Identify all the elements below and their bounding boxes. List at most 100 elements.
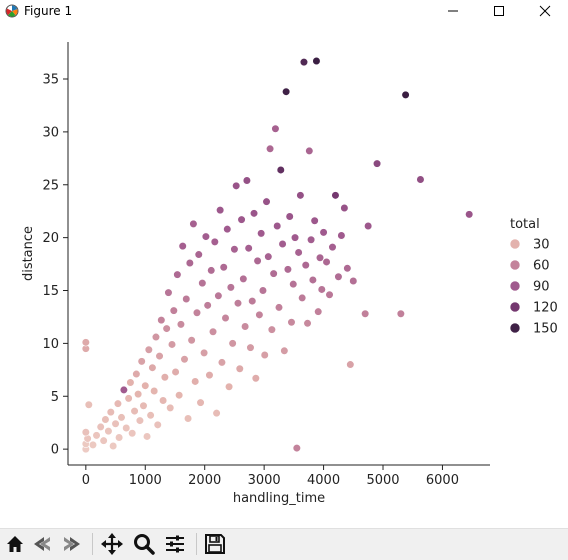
data-point — [166, 403, 175, 412]
data-point — [396, 309, 405, 318]
data-point — [92, 431, 101, 440]
data-point — [171, 367, 180, 377]
legend-label: 60 — [533, 259, 550, 274]
data-point — [122, 423, 131, 433]
data-point — [135, 416, 145, 425]
legend-marker — [509, 280, 521, 292]
data-point — [289, 280, 298, 289]
data-point — [401, 90, 410, 99]
data-point — [260, 350, 269, 360]
data-point — [132, 369, 141, 379]
legend-marker — [509, 301, 521, 313]
data-point — [194, 250, 203, 259]
data-point — [264, 252, 273, 261]
forward-button[interactable] — [59, 532, 83, 556]
data-point — [228, 339, 237, 348]
toolbar-separator — [92, 533, 93, 555]
data-point — [192, 308, 202, 317]
data-point — [308, 275, 317, 285]
data-point — [139, 401, 148, 410]
x-tick-label: 4000 — [307, 473, 340, 488]
data-point — [221, 313, 230, 323]
data-point — [155, 351, 164, 361]
data-point — [189, 219, 198, 228]
back-icon — [34, 537, 50, 551]
save-button[interactable] — [203, 532, 227, 556]
data-point — [176, 320, 186, 329]
data-point — [306, 235, 316, 244]
maximize-button[interactable] — [476, 0, 522, 22]
x-tick-label: 1000 — [129, 473, 162, 488]
data-point — [191, 377, 200, 386]
configure-subplots-button[interactable] — [163, 532, 187, 556]
data-point — [317, 285, 326, 294]
data-point — [298, 293, 307, 303]
data-point — [167, 340, 177, 349]
data-point — [178, 241, 187, 251]
pan-icon — [101, 533, 123, 555]
data-point — [372, 159, 382, 168]
data-point — [328, 243, 337, 252]
y-tick-label: 15 — [42, 284, 59, 299]
data-point — [416, 175, 425, 184]
toolbar-separator — [196, 533, 197, 555]
data-point — [219, 263, 228, 272]
minimize-icon — [448, 10, 458, 12]
data-point — [203, 301, 212, 310]
data-point — [226, 283, 235, 292]
y-tick-label: 20 — [42, 231, 59, 246]
data-point — [185, 258, 194, 268]
home-button[interactable] — [3, 532, 27, 556]
data-point — [292, 443, 301, 453]
data-point — [198, 279, 207, 288]
data-point — [276, 165, 285, 175]
data-point — [99, 436, 108, 445]
y-tick-label: 5 — [51, 390, 59, 405]
pan-button[interactable] — [100, 532, 124, 556]
data-point — [216, 206, 225, 215]
data-point — [230, 245, 239, 254]
legend-label: 30 — [533, 238, 550, 253]
data-point — [200, 348, 209, 358]
data-point — [290, 233, 300, 242]
data-point — [274, 303, 284, 312]
y-tick-label: 30 — [42, 125, 59, 140]
data-point — [106, 408, 115, 417]
y-axis-label: distance — [21, 226, 36, 281]
data-point — [217, 358, 227, 367]
data-point — [299, 57, 309, 67]
back-button[interactable] — [31, 532, 55, 556]
close-icon — [539, 5, 551, 17]
data-point — [232, 181, 241, 190]
x-tick-label: 3000 — [248, 473, 281, 488]
data-point — [305, 146, 314, 156]
data-point — [285, 212, 294, 221]
configure-subplots-icon — [166, 535, 184, 553]
data-point — [210, 237, 219, 246]
data-point — [271, 124, 280, 133]
x-tick-label: 0 — [82, 473, 90, 488]
data-point — [296, 191, 305, 200]
data-point — [253, 256, 262, 266]
data-point — [146, 411, 155, 420]
data-point — [303, 319, 312, 328]
data-point — [144, 345, 153, 354]
legend-marker — [509, 238, 521, 250]
data-point — [312, 56, 321, 66]
minimize-button[interactable] — [430, 0, 476, 22]
data-point — [280, 346, 289, 355]
data-point — [265, 144, 275, 153]
data-point — [325, 290, 334, 299]
data-point — [346, 360, 355, 369]
close-button[interactable] — [522, 0, 568, 22]
figure-canvas[interactable]: 0 1000 2000 3000 4000 5000 6000 0 5 10 15 20 25 30 35 h… — [0, 22, 568, 528]
zoom-button[interactable] — [132, 532, 156, 556]
data-point — [343, 264, 352, 273]
data-point — [205, 371, 214, 380]
data-point — [115, 433, 124, 442]
data-point — [111, 419, 120, 428]
save-icon — [205, 534, 225, 554]
data-point — [153, 420, 162, 429]
data-point — [88, 440, 98, 450]
data-point — [173, 270, 182, 279]
